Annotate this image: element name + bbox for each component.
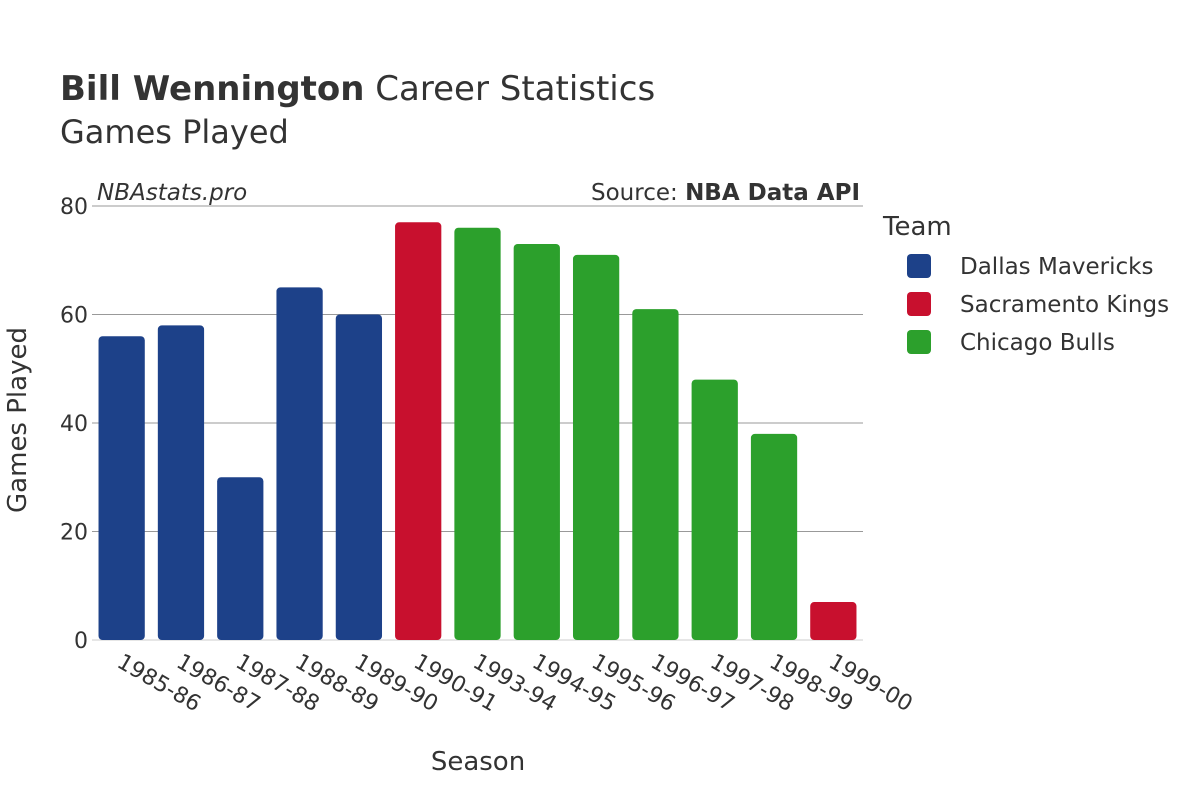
y-axis-ticks: 0 20 40 60 80: [60, 195, 88, 654]
y-tick-label: 80: [60, 195, 88, 220]
y-tick-label: 20: [60, 521, 88, 546]
bar-1987-88: [217, 477, 264, 640]
bar-1999-00: [810, 602, 857, 640]
bars: [98, 222, 857, 640]
source-credit: Source: NBA Data API: [591, 180, 860, 206]
bar-1986-87: [157, 325, 205, 640]
watermark: NBAstats.pro: [97, 180, 247, 206]
x-axis-ticks: 1985-861986-871987-881988-891989-901990-…: [113, 650, 917, 718]
bar-1996-97: [632, 309, 679, 640]
bar-1990-91: [395, 222, 442, 640]
bar-1993-94: [454, 227, 501, 640]
chart-title: Bill Wennington Career Statistics: [60, 69, 655, 109]
bar-1995-96: [572, 254, 620, 640]
chart-subtitle: Games Played: [60, 113, 289, 151]
y-axis-title: Games Played: [3, 327, 33, 513]
bar-1985-86: [98, 336, 145, 640]
title-suffix: Career Statistics: [365, 69, 656, 109]
legend-swatch: [907, 254, 931, 278]
bar-1998-99: [750, 433, 798, 640]
bar-1997-98: [691, 379, 738, 640]
x-axis-title: Season: [431, 747, 525, 777]
y-tick-label: 0: [74, 629, 88, 654]
bar-1988-89: [276, 287, 323, 640]
source-prefix: Source:: [591, 180, 685, 206]
legend-label: Sacramento Kings: [960, 292, 1169, 318]
legend: Team Dallas Mavericks Sacramento Kings Chi…: [882, 212, 1169, 356]
legend-label: Chicago Bulls: [960, 330, 1115, 356]
y-tick-label: 40: [60, 412, 88, 437]
bar-1989-90: [335, 314, 383, 640]
legend-label: Dallas Mavericks: [960, 254, 1153, 280]
legend-swatch: [907, 330, 931, 354]
legend-items: Dallas Mavericks Sacramento Kings Chicago …: [907, 254, 1169, 356]
y-tick-label: 60: [60, 304, 88, 329]
legend-swatch: [907, 292, 931, 316]
bar-1994-95: [513, 243, 560, 640]
source-name: NBA Data API: [685, 180, 860, 206]
player-name: Bill Wennington: [60, 69, 365, 109]
legend-title: Team: [882, 212, 952, 242]
